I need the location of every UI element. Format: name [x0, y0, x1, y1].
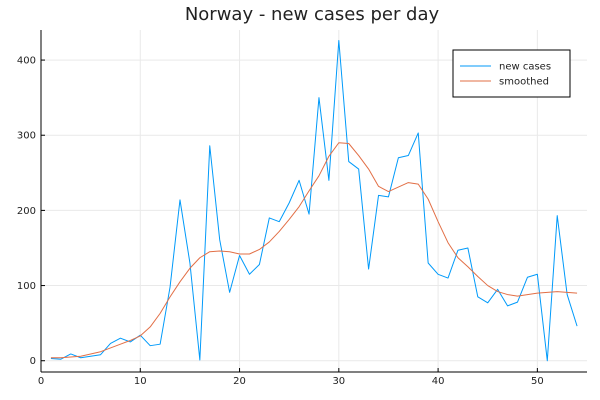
y-tick-label: 300 — [17, 131, 36, 142]
series-lines — [50, 40, 578, 362]
x-tick-label: 30 — [332, 376, 345, 387]
y-tick-label: 0 — [30, 356, 36, 367]
legend-label: smoothed — [499, 77, 549, 88]
y-tick-label: 400 — [17, 56, 36, 67]
x-tick-label: 40 — [432, 376, 445, 387]
chart-title: Norway - new cases per day — [185, 4, 440, 25]
y-tick-label: 100 — [17, 281, 36, 292]
x-tick-label: 50 — [531, 376, 544, 387]
legend-box — [452, 49, 571, 98]
axes — [40, 30, 587, 373]
x-tick-label: 10 — [134, 376, 147, 387]
legend-label: new cases — [499, 62, 551, 73]
x-tick-label: 0 — [38, 376, 44, 387]
legend: new cases smoothed — [452, 49, 571, 98]
y-tick-label: 200 — [17, 206, 36, 217]
tick-labels: 0 10 20 30 40 50 0 100 200 300 400 — [17, 56, 544, 387]
series-line-smoothed — [50, 142, 578, 359]
x-tick-label: 20 — [233, 376, 246, 387]
